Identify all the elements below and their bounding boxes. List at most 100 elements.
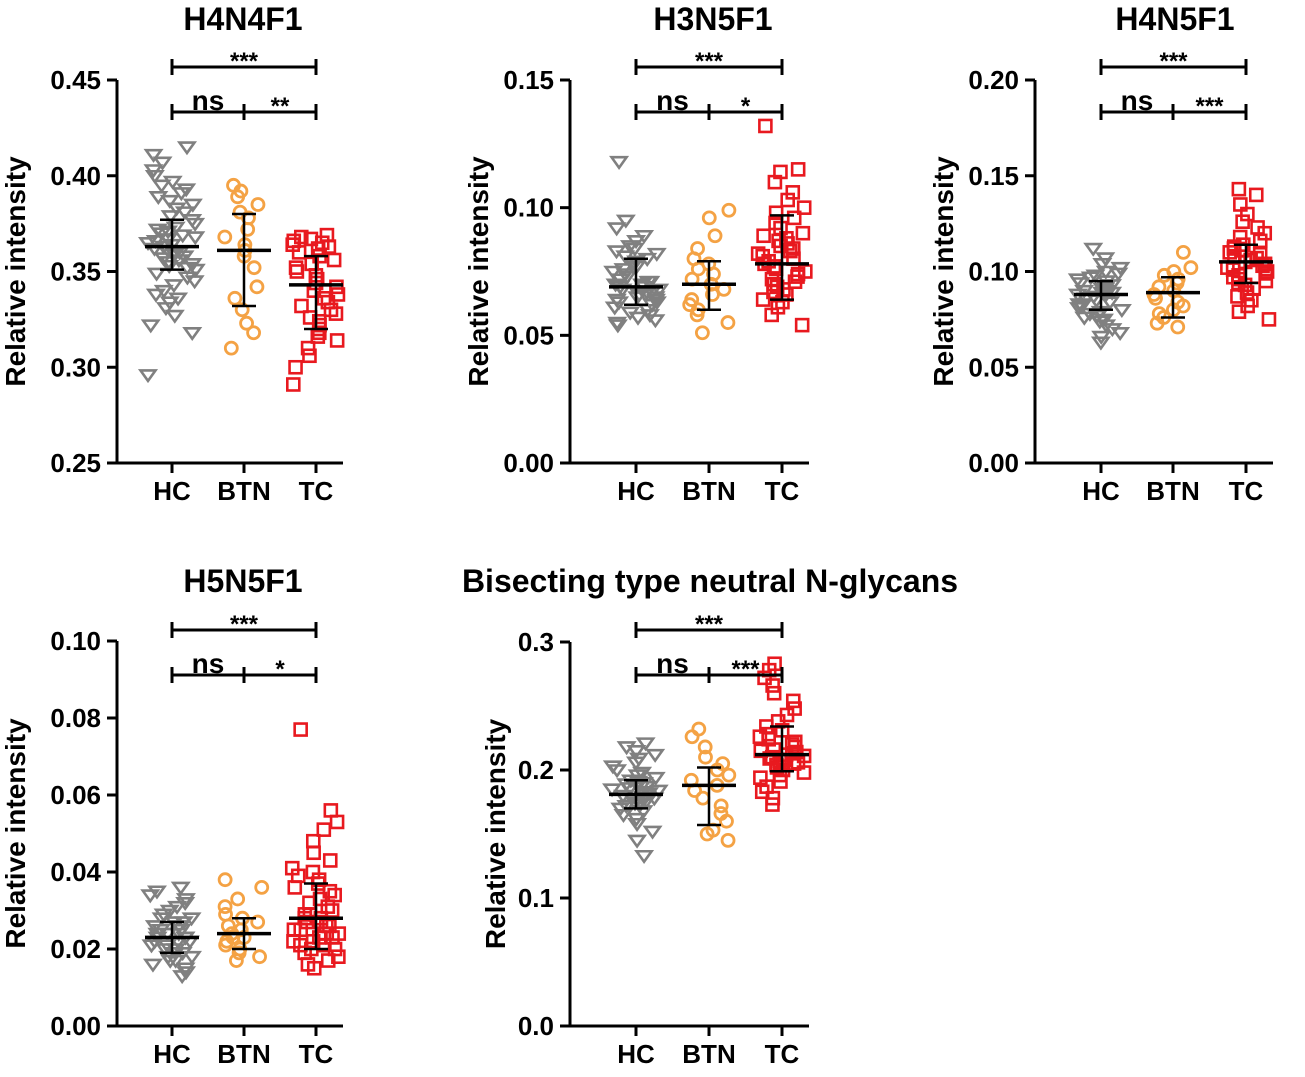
data-point [720,833,736,848]
y-axis-label: Relative intensity [463,156,494,387]
x-tick-label-hc: HC [617,476,655,506]
data-point [697,739,713,755]
data-point [1249,250,1264,266]
data-point [645,748,666,763]
data-point [1170,319,1186,335]
data-point [288,359,303,375]
series-tc [284,722,347,976]
significance-label: ns [656,648,689,679]
data-point [1183,260,1199,276]
data-point [1067,273,1088,288]
data-point [640,275,661,290]
data-point [627,834,648,849]
data-point [1248,187,1264,203]
x-tick-label-tc: TC [765,1039,800,1069]
data-point [167,900,188,915]
significance-label: *** [1195,93,1224,120]
data-point [1151,306,1167,322]
data-point [305,864,321,880]
data-point [635,737,656,752]
y-tick-label: 0.45 [50,65,101,95]
data-point [182,198,203,213]
data-point [616,800,637,815]
y-tick-label: 0.30 [50,352,101,382]
x-tick-label-hc: HC [153,476,191,506]
significance-bracket: *** [170,48,318,75]
data-point [619,240,641,255]
data-point [162,175,183,190]
x-tick-label-tc: TC [299,476,334,506]
data-point [624,796,645,811]
data-point [786,210,802,226]
panel-h4n5f1: H4N5F1 Relative intensity 0.00 0.05 0.10 0.15… [928,1,1277,506]
y-tick-label: 0.10 [503,193,554,223]
significance-bracket: *** [634,48,784,75]
data-point [1230,289,1245,304]
data-point [701,210,717,226]
data-point [144,920,165,935]
data-point [254,880,270,895]
series-tc [285,227,346,392]
y-tick-label: 0.3 [518,627,554,657]
data-point [606,245,627,260]
data-point [168,292,189,307]
data-point [223,340,239,356]
data-point [185,231,206,246]
y-tick-label: 0.00 [503,448,554,478]
data-point [303,231,319,247]
data-point [705,287,720,302]
data-point [768,205,784,221]
x-tick-label-hc: HC [617,1039,655,1069]
data-point [286,233,302,249]
data-point [691,721,707,737]
data-point [170,881,191,896]
data-point [182,213,203,229]
x-tick-label-hc: HC [153,1039,191,1069]
x-tick-label-tc: TC [1229,476,1264,506]
y-tick-label: 0.02 [50,934,101,964]
y-tick-label: 0.10 [968,257,1019,287]
data-point [320,899,336,914]
data-point [250,914,266,930]
data-point [316,822,332,837]
data-point [1095,252,1116,267]
data-point [300,340,316,356]
data-point [249,279,265,295]
significance-bracket: ns [1099,85,1175,120]
data-point [690,241,705,256]
data-point [326,252,342,268]
panel-h3n5f1: H3N5F1 Relative intensity 0.00 0.05 0.10 0.15… [463,1,813,506]
data-point [316,291,332,306]
data-point [1083,290,1104,305]
data-point [159,904,180,919]
data-point [143,148,164,163]
data-point [794,317,810,333]
data-point [1091,330,1112,345]
data-point [1074,284,1095,299]
data-point [613,789,634,804]
data-point [773,164,788,180]
data-point [765,678,780,693]
data-point [311,313,327,329]
data-point [320,294,336,310]
y-axis-label: Relative intensity [0,718,31,949]
data-point [176,966,197,981]
data-point [217,229,233,245]
data-point [152,156,173,171]
data-point [713,806,729,821]
data-point [160,210,181,225]
data-point [642,825,663,840]
chart-title: Bisecting type neutral N-glycans [462,563,958,599]
data-point [140,889,161,904]
data-point [753,770,768,785]
data-point [227,290,243,306]
data-point [1083,242,1104,257]
data-point [1232,229,1248,245]
data-point [1110,261,1131,276]
significance-bracket: ns [634,648,711,683]
series-hc [1067,242,1132,351]
data-point [648,784,669,799]
data-point [785,185,801,200]
data-point [176,141,198,156]
significance-bracket: *** [1099,48,1248,75]
